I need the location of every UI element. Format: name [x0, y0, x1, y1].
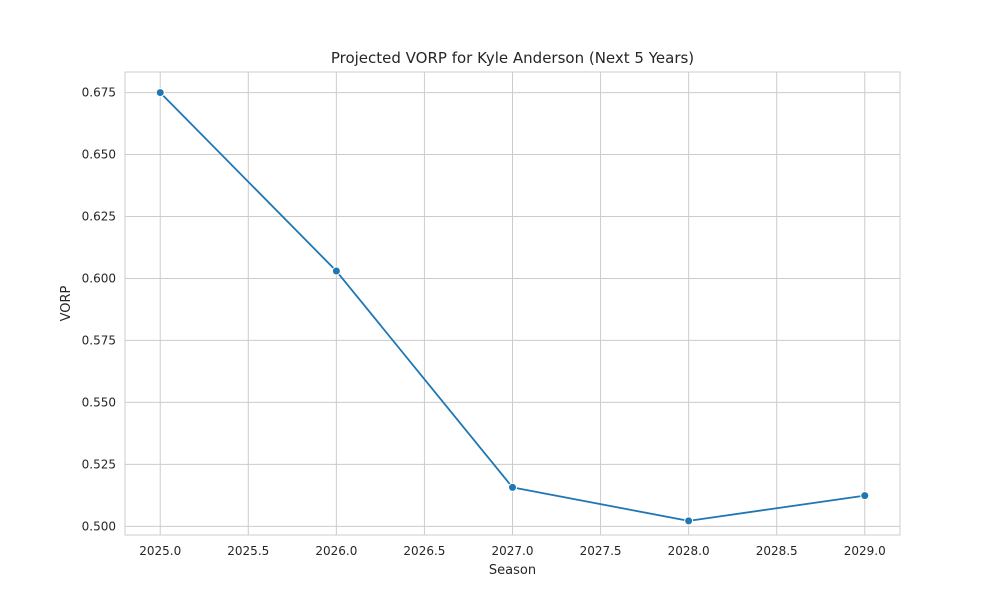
x-tick-label: 2026.0: [315, 544, 357, 558]
data-point: [684, 516, 694, 526]
data-point: [331, 266, 341, 276]
data-point: [508, 482, 517, 492]
x-tick-label: 2027.5: [580, 544, 622, 558]
x-tick-label: 2027.0: [492, 544, 534, 558]
chart-title: Projected VORP for Kyle Anderson (Next 5…: [331, 49, 694, 67]
y-tick-label: 0.550: [82, 395, 116, 409]
x-tick-label: 2029.0: [844, 544, 886, 558]
y-tick-label: 0.525: [82, 457, 116, 471]
y-tick-label: 0.650: [82, 148, 116, 162]
y-tick-label: 0.675: [82, 86, 116, 100]
x-axis-title: Season: [489, 563, 536, 578]
y-axis-title: VORP: [59, 285, 74, 321]
x-tick-label: 2028.5: [756, 544, 798, 558]
x-tick-label: 2025.5: [227, 544, 269, 558]
x-tick-label: 2028.0: [668, 544, 710, 558]
data-point: [155, 88, 165, 98]
y-tick-label: 0.500: [82, 519, 116, 533]
series-layer: [155, 88, 870, 526]
y-axis: 0.500 0.525 0.550 0.575 0.600 0.625 0.650 0.675: [82, 86, 116, 534]
x-tick-label: 2025.0: [139, 544, 181, 558]
y-tick-label: 0.600: [82, 271, 116, 285]
data-point: [860, 491, 870, 501]
x-tick-label: 2026.5: [403, 544, 445, 558]
x-axis: 2025.0 2025.5 2026.0 2026.5 2027.0 2027.5 2028…: [139, 544, 886, 558]
y-tick-label: 0.575: [82, 333, 116, 347]
y-tick-label: 0.625: [82, 210, 116, 224]
grid-lines: [125, 72, 900, 535]
plot-frame: [124, 71, 901, 536]
